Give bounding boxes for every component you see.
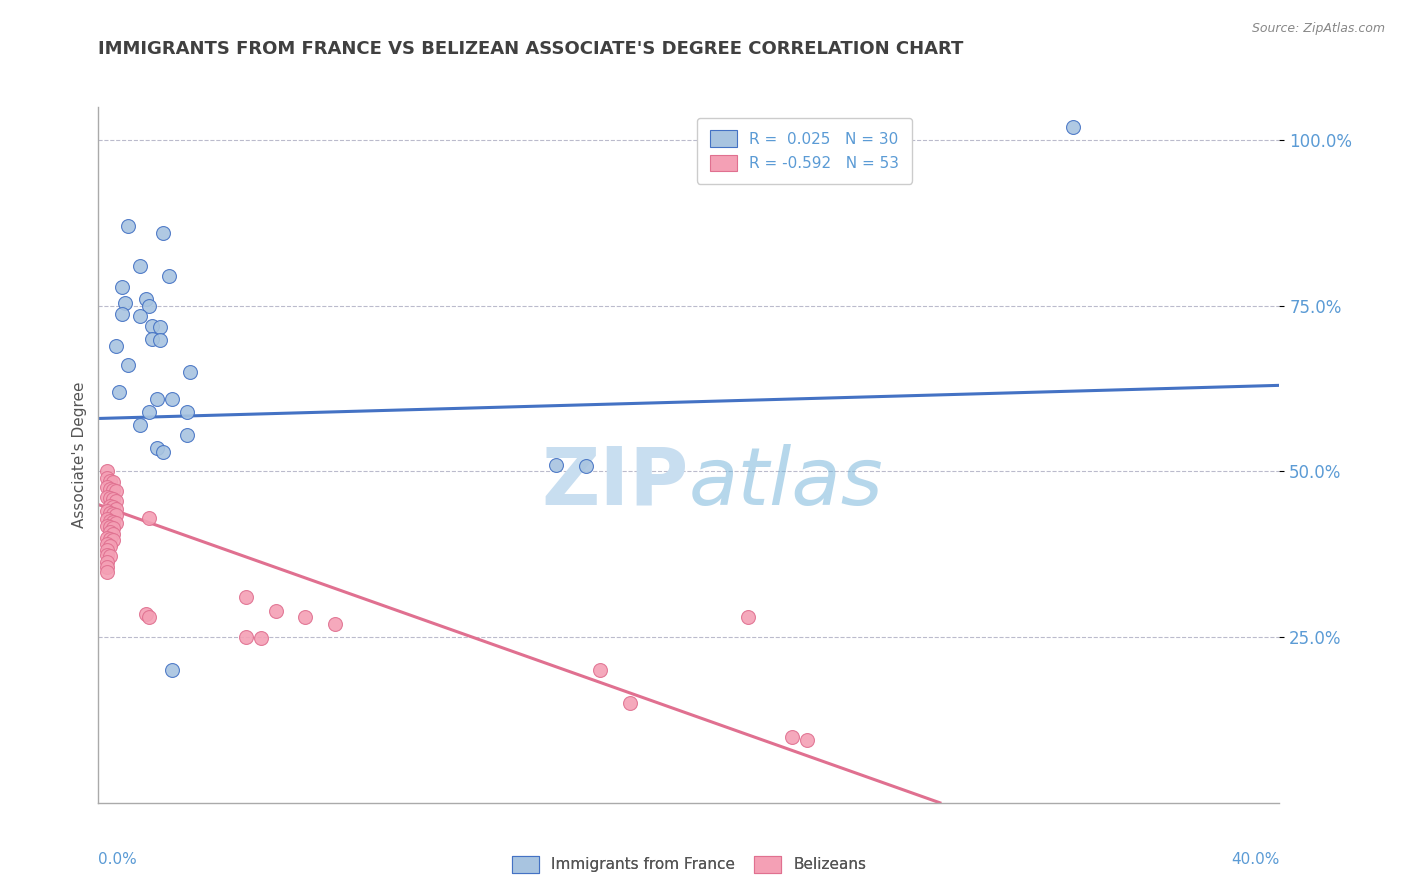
Point — [98, 549, 121, 564]
Point — [114, 296, 136, 310]
Text: 40.0%: 40.0% — [1232, 852, 1279, 866]
Text: Source: ZipAtlas.com: Source: ZipAtlas.com — [1251, 22, 1385, 36]
Point — [96, 512, 118, 526]
Point — [796, 732, 818, 747]
Point — [105, 516, 128, 531]
Point — [782, 730, 804, 744]
Point — [96, 548, 118, 562]
Point — [619, 697, 641, 711]
Point — [128, 259, 150, 273]
Point — [98, 506, 121, 520]
Y-axis label: Associate's Degree: Associate's Degree — [72, 382, 87, 528]
Point — [103, 492, 125, 507]
Point — [96, 490, 118, 504]
Text: IMMIGRANTS FROM FRANCE VS BELIZEAN ASSOCIATE'S DEGREE CORRELATION CHART: IMMIGRANTS FROM FRANCE VS BELIZEAN ASSOC… — [98, 40, 963, 58]
Point — [105, 338, 128, 352]
Point — [141, 318, 163, 333]
Point — [149, 320, 172, 334]
Point — [162, 663, 183, 677]
Point — [589, 663, 612, 677]
Point — [105, 501, 128, 516]
Point — [152, 226, 174, 240]
Point — [98, 514, 121, 528]
Point — [96, 542, 118, 557]
Point — [574, 459, 596, 474]
Text: 0.0%: 0.0% — [98, 852, 138, 866]
Point — [138, 511, 160, 525]
Point — [117, 359, 139, 373]
Point — [138, 610, 160, 624]
Point — [176, 428, 198, 442]
Point — [103, 526, 125, 541]
Point — [149, 333, 172, 347]
Point — [176, 405, 198, 419]
Point — [105, 494, 128, 508]
Point — [98, 539, 121, 553]
Point — [96, 518, 118, 533]
Point — [250, 632, 273, 646]
Point — [111, 280, 134, 294]
Point — [105, 508, 128, 523]
Point — [98, 499, 121, 513]
Point — [138, 299, 160, 313]
Text: ZIP: ZIP — [541, 443, 689, 522]
Point — [103, 515, 125, 529]
Point — [146, 442, 169, 456]
Point — [135, 607, 157, 621]
Legend: Immigrants from France, Belizeans: Immigrants from France, Belizeans — [505, 850, 873, 879]
Point — [103, 500, 125, 515]
Point — [96, 480, 118, 494]
Point — [146, 392, 169, 406]
Point — [108, 384, 131, 399]
Point — [103, 483, 125, 497]
Point — [128, 418, 150, 433]
Point — [98, 491, 121, 505]
Point — [294, 610, 316, 624]
Point — [96, 471, 118, 485]
Point — [96, 537, 118, 551]
Point — [103, 521, 125, 535]
Point — [162, 392, 183, 406]
Point — [96, 465, 118, 479]
Point — [179, 365, 201, 379]
Point — [96, 555, 118, 569]
Point — [98, 525, 121, 540]
Point — [103, 475, 125, 489]
Point — [96, 560, 118, 574]
Text: atlas: atlas — [689, 443, 884, 522]
Point — [98, 482, 121, 496]
Point — [96, 504, 118, 518]
Point — [323, 616, 346, 631]
Point — [235, 630, 257, 644]
Point — [141, 332, 163, 346]
Point — [128, 309, 150, 323]
Point — [135, 292, 157, 306]
Point — [152, 444, 174, 458]
Point — [157, 268, 180, 283]
Point — [98, 520, 121, 534]
Point — [544, 458, 567, 472]
Point — [105, 484, 128, 499]
Point — [103, 507, 125, 521]
Point — [117, 219, 139, 234]
Point — [737, 610, 759, 624]
Point — [98, 474, 121, 488]
Point — [235, 591, 257, 605]
Point — [98, 532, 121, 546]
Point — [103, 533, 125, 548]
Point — [96, 565, 118, 579]
Point — [264, 604, 287, 618]
Point — [138, 405, 160, 419]
Point — [96, 531, 118, 545]
Point — [1062, 120, 1084, 134]
Point — [111, 307, 134, 321]
